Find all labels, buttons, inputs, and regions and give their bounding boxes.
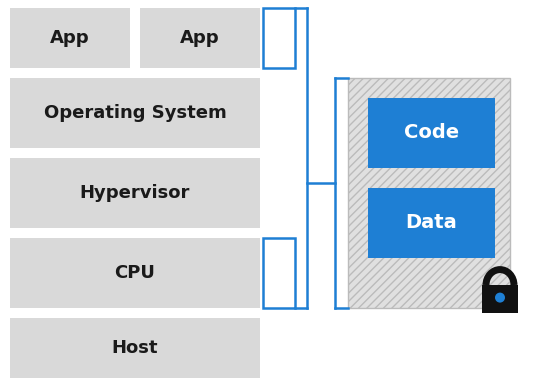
Bar bbox=[10, 78, 260, 148]
Bar bbox=[140, 8, 260, 68]
Bar bbox=[10, 238, 260, 308]
Bar bbox=[263, 8, 295, 68]
Bar bbox=[10, 8, 130, 68]
Bar bbox=[263, 238, 295, 308]
Text: Data: Data bbox=[406, 214, 457, 233]
Text: Operating System: Operating System bbox=[43, 104, 226, 122]
Bar bbox=[482, 285, 518, 313]
Text: App: App bbox=[50, 29, 90, 47]
Text: Code: Code bbox=[404, 124, 459, 142]
Bar bbox=[368, 98, 495, 168]
Circle shape bbox=[495, 293, 505, 303]
Text: Hypervisor: Hypervisor bbox=[80, 184, 190, 202]
Bar bbox=[10, 318, 260, 378]
Bar bbox=[368, 188, 495, 258]
Text: Host: Host bbox=[111, 339, 158, 357]
Text: CPU: CPU bbox=[115, 264, 155, 282]
Bar bbox=[10, 158, 260, 228]
Bar bbox=[348, 78, 510, 308]
Text: App: App bbox=[180, 29, 220, 47]
